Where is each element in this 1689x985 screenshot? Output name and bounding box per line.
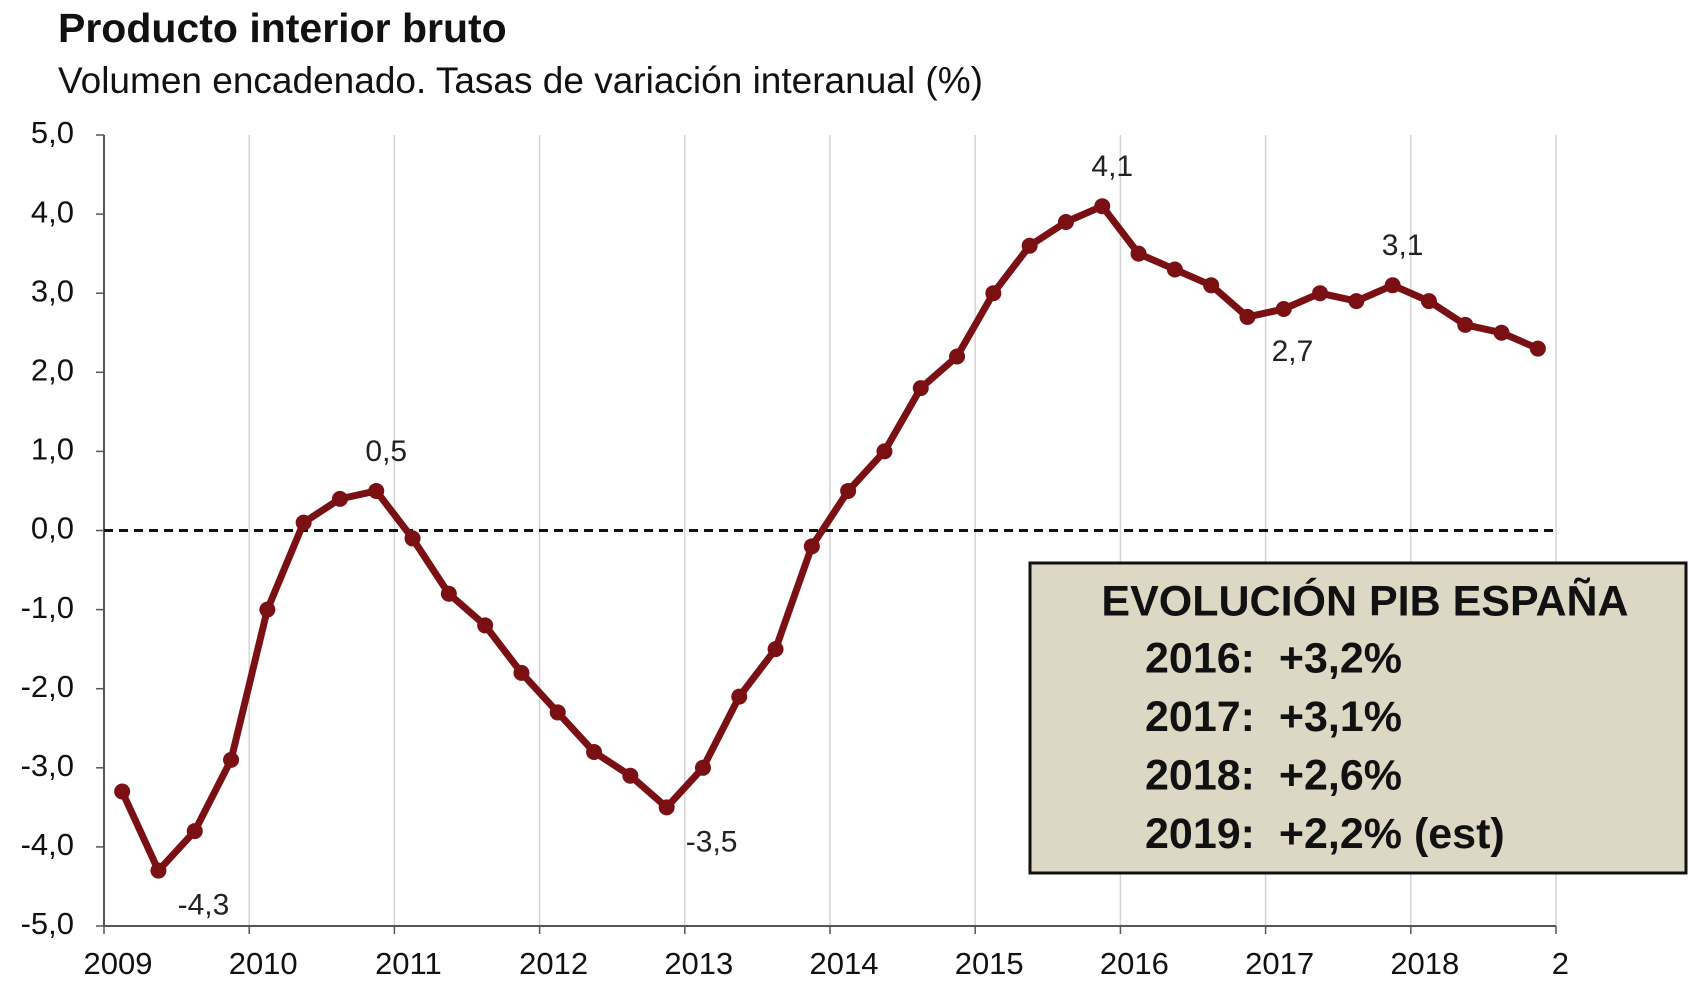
data-point — [477, 617, 494, 634]
data-label: 3,1 — [1382, 229, 1424, 262]
y-tick-label: 3,0 — [31, 273, 74, 308]
data-point — [404, 530, 421, 547]
data-point — [912, 380, 929, 397]
data-point — [1094, 198, 1111, 215]
data-point — [223, 751, 240, 768]
data-point — [803, 538, 820, 555]
data-point — [876, 443, 893, 460]
data-point — [1203, 277, 1220, 294]
data-point — [767, 641, 784, 658]
y-tick-label: 2,0 — [31, 352, 74, 387]
annotation-line: 2016: +3,2% — [1145, 634, 1402, 682]
y-tick-label: 1,0 — [31, 432, 74, 467]
data-label: 2,7 — [1272, 335, 1314, 368]
x-tick-label: 2 — [1552, 946, 1569, 981]
data-point — [1275, 301, 1292, 318]
data-point — [186, 823, 203, 840]
y-tick-label: -1,0 — [21, 590, 74, 625]
data-point — [1457, 316, 1474, 333]
annotation-title: EVOLUCIÓN PIB ESPAÑA — [1101, 576, 1628, 625]
y-tick-label: 0,0 — [31, 511, 74, 546]
data-label: 4,1 — [1091, 150, 1133, 183]
x-tick-label: 2017 — [1245, 946, 1314, 981]
y-tick-label: 4,0 — [31, 194, 74, 229]
data-point — [586, 743, 603, 760]
data-point — [368, 482, 385, 499]
data-point — [1239, 308, 1256, 325]
annotation-line: 2017: +3,1% — [1145, 693, 1402, 741]
data-point — [840, 482, 857, 499]
data-point — [694, 759, 711, 776]
data-point — [513, 664, 530, 681]
data-point — [1021, 237, 1038, 254]
x-tick-label: 2012 — [519, 946, 588, 981]
data-point — [549, 704, 566, 721]
data-point — [1166, 261, 1183, 278]
data-point — [949, 348, 966, 365]
y-tick-label: -3,0 — [21, 748, 74, 783]
data-point — [114, 783, 131, 800]
x-tick-label: 2015 — [955, 946, 1024, 981]
annotation-line: 2018: +2,6% — [1145, 751, 1402, 799]
data-point — [1384, 277, 1401, 294]
data-point — [622, 767, 639, 784]
data-point — [1420, 293, 1437, 310]
data-label: -3,5 — [686, 825, 738, 858]
annotation-box — [1028, 561, 1688, 875]
data-point — [985, 285, 1002, 302]
x-tick-label: 2018 — [1390, 946, 1459, 981]
x-tick-label: 2011 — [375, 946, 442, 981]
series-line — [118, 202, 1540, 875]
y-tick-label: -2,0 — [21, 669, 74, 704]
chart-subtitle: Volumen encadenado. Tasas de variación i… — [58, 60, 983, 101]
x-tick-label: 2013 — [664, 946, 733, 981]
y-tick-label: -5,0 — [21, 906, 74, 941]
data-point — [1130, 245, 1147, 262]
data-point — [1312, 285, 1329, 302]
x-tick-label: 2009 — [84, 946, 153, 981]
y-tick-label: 5,0 — [31, 115, 74, 150]
data-label: -4,3 — [178, 889, 230, 922]
x-tick-label: 2014 — [810, 946, 879, 981]
data-point — [1348, 293, 1365, 310]
data-point — [1529, 340, 1546, 357]
x-tick-label: 2016 — [1100, 946, 1169, 981]
data-point — [295, 514, 312, 531]
data-point — [1493, 324, 1510, 341]
data-point — [259, 601, 276, 618]
data-label: 0,5 — [365, 435, 407, 468]
data-point — [440, 585, 457, 602]
data-point — [658, 799, 675, 816]
chart-title: Producto interior bruto — [58, 5, 507, 51]
x-tick-label: 2010 — [229, 946, 298, 981]
annotation-line: 2019: +2,2% (est) — [1145, 810, 1505, 858]
data-point — [1057, 214, 1074, 231]
data-point — [150, 862, 167, 879]
y-tick-label: -4,0 — [21, 827, 74, 862]
data-point — [331, 490, 348, 507]
data-point — [731, 688, 748, 705]
